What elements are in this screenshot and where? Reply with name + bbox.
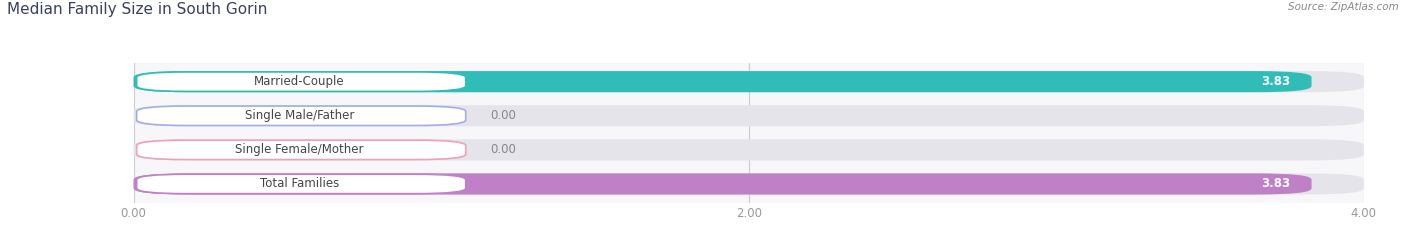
- Text: Single Male/Father: Single Male/Father: [245, 109, 354, 122]
- FancyBboxPatch shape: [136, 72, 465, 91]
- Text: 0.00: 0.00: [491, 109, 516, 122]
- FancyBboxPatch shape: [134, 71, 1312, 92]
- FancyBboxPatch shape: [134, 105, 1364, 126]
- FancyBboxPatch shape: [136, 106, 465, 126]
- FancyBboxPatch shape: [134, 173, 1312, 195]
- Text: Total Families: Total Families: [260, 178, 339, 190]
- Text: Median Family Size in South Gorin: Median Family Size in South Gorin: [7, 2, 267, 17]
- Text: Married-Couple: Married-Couple: [254, 75, 344, 88]
- Text: 3.83: 3.83: [1261, 178, 1291, 190]
- Text: Source: ZipAtlas.com: Source: ZipAtlas.com: [1288, 2, 1399, 12]
- Text: 3.83: 3.83: [1261, 75, 1291, 88]
- FancyBboxPatch shape: [134, 71, 1364, 92]
- FancyBboxPatch shape: [136, 174, 465, 194]
- FancyBboxPatch shape: [134, 139, 1364, 161]
- Text: Single Female/Mother: Single Female/Mother: [235, 143, 364, 156]
- Text: 0.00: 0.00: [491, 143, 516, 156]
- FancyBboxPatch shape: [136, 140, 465, 160]
- FancyBboxPatch shape: [134, 173, 1364, 195]
